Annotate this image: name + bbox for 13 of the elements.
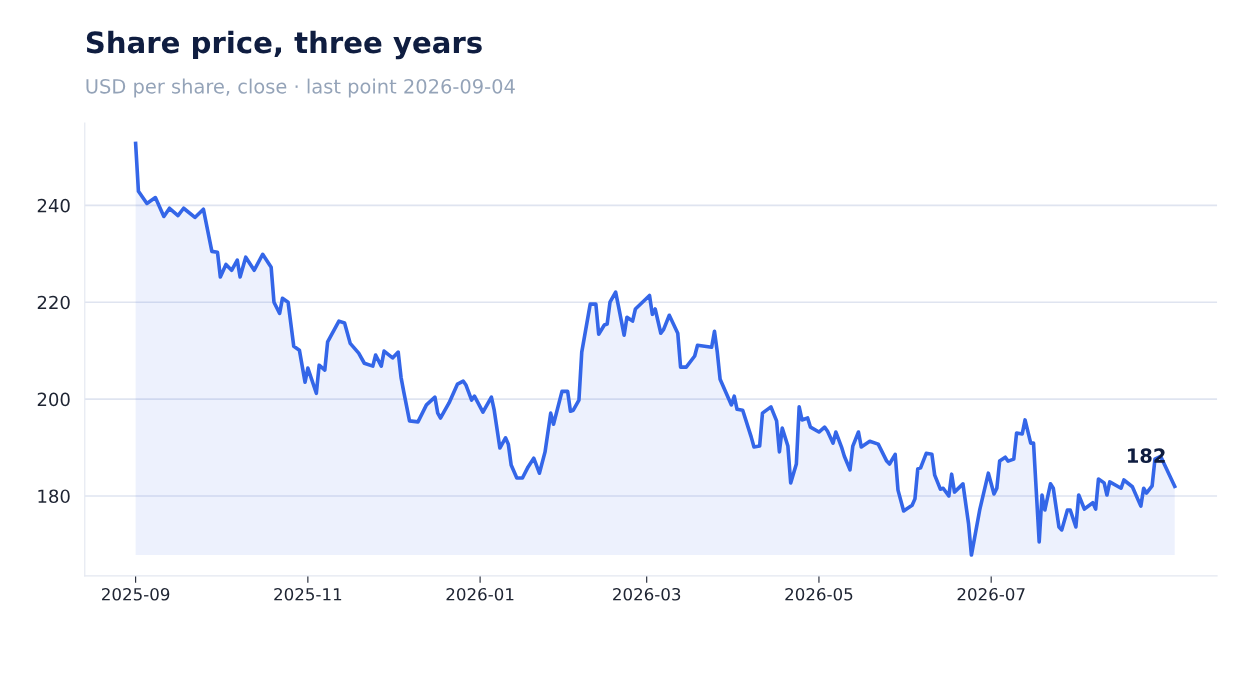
annotation: 182 [1127,448,1165,464]
y-tick-label: 180 [38,489,70,504]
y-tick-label: 200 [37,392,70,407]
x-tick-label: 2025-09 [102,587,170,601]
chart-subtitle: USD per share, close · last point 2026-09-04 [86,78,515,98]
y-tick-label: 240 [37,198,70,213]
x-tick-label: 2026-07 [957,587,1025,601]
x-tick-label: 2026-05 [785,587,853,601]
x-tick-label: 2025-11 [274,587,342,601]
x-tick-label: 2026-03 [613,587,681,601]
x-tick-label: 2026-01 [446,587,514,601]
y-tick-label: 220 [37,295,70,310]
chart-title: Share price, three years [86,30,482,60]
